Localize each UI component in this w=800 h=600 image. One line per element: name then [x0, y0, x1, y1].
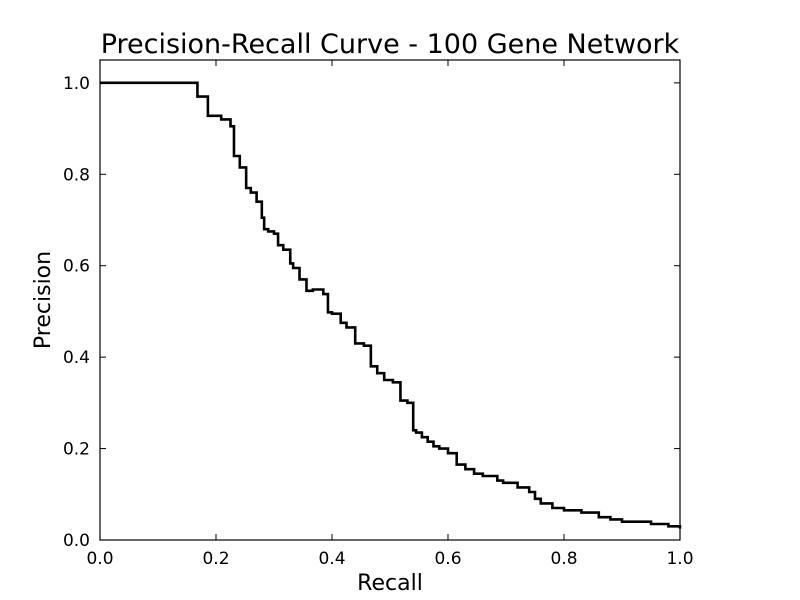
plot-area	[99, 59, 682, 541]
x-tick-label: 0.6	[434, 549, 461, 569]
y-tick-label: 0.0	[63, 531, 90, 551]
x-tick-label: 0.0	[86, 549, 113, 569]
series-line-precision-recall	[100, 81, 682, 529]
x-axis-label: Recall	[357, 571, 423, 596]
series-layer	[100, 81, 682, 529]
plot-frame	[99, 59, 681, 541]
x-tick-label: 0.8	[550, 549, 577, 569]
chart-title: Precision-Recall Curve - 100 Gene Networ…	[101, 29, 680, 60]
x-tick-label: 0.4	[318, 549, 345, 569]
y-axis-ticks: 0.0 0.2 0.4 0.6 0.8 1.0	[63, 74, 680, 551]
y-axis-label: Precision	[31, 251, 56, 349]
y-tick-label: 0.4	[63, 348, 90, 368]
x-tick-label: 1.0	[666, 549, 693, 569]
y-tick-label: 0.2	[63, 440, 90, 460]
y-tick-label: 0.8	[63, 165, 90, 185]
x-tick-label: 0.2	[202, 549, 229, 569]
y-tick-label: 0.6	[63, 257, 90, 277]
x-axis-ticks: 0.0 0.2 0.4 0.6 0.8 1.0	[86, 60, 694, 569]
y-tick-label: 1.0	[63, 74, 90, 94]
